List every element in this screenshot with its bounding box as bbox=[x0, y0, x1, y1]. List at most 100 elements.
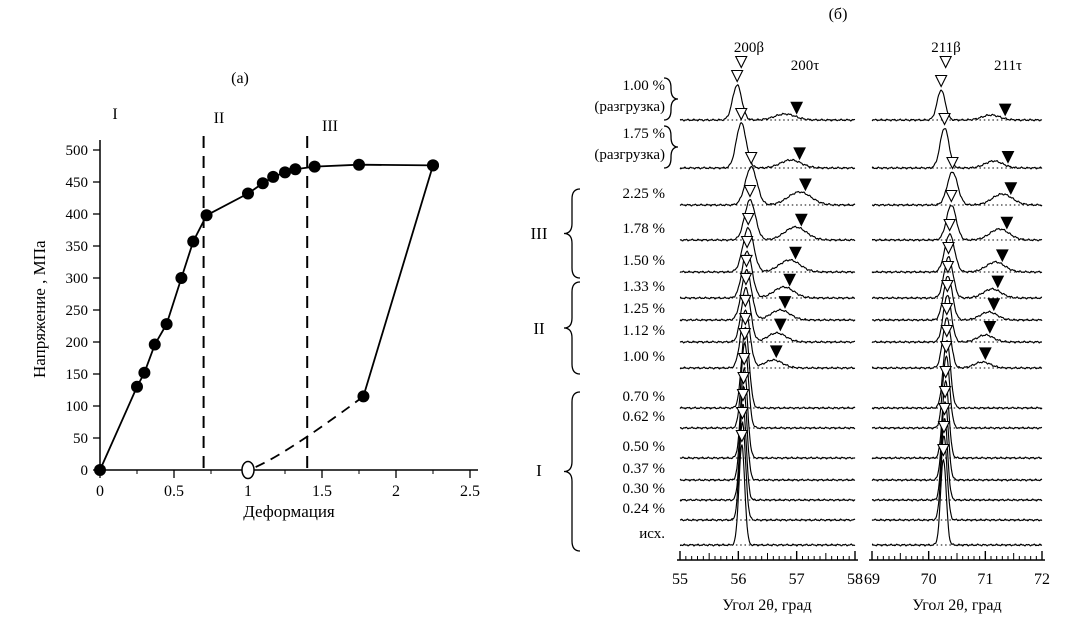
beta-peak-marker bbox=[939, 340, 953, 354]
beta-peak-marker bbox=[737, 352, 751, 366]
row-label: 2.25 % bbox=[622, 186, 666, 202]
beta-peak-marker bbox=[740, 235, 754, 249]
group-brace bbox=[563, 281, 581, 375]
beta-peak-marker bbox=[939, 55, 953, 69]
row-label: 0.37 % bbox=[622, 461, 666, 477]
row-label: 0.70 % bbox=[622, 389, 666, 405]
two-theta-tick-label: 56 bbox=[730, 571, 746, 588]
diffraction-profile bbox=[871, 339, 1043, 410]
beta-peak-marker bbox=[940, 279, 954, 293]
beta-peak-marker bbox=[738, 294, 752, 308]
diffraction-profile bbox=[679, 366, 856, 460]
diffraction-profile bbox=[871, 355, 1043, 430]
tau-peak-marker bbox=[790, 101, 804, 115]
tau-peak-marker bbox=[1004, 182, 1018, 196]
diffraction-profile bbox=[679, 121, 856, 170]
two-theta-tick-label: 70 bbox=[921, 571, 937, 588]
beta-peak-marker bbox=[738, 327, 752, 341]
tau-peak-marker bbox=[998, 103, 1012, 117]
diffraction-profile bbox=[679, 165, 856, 207]
beta-peak-marker bbox=[744, 151, 758, 165]
data-point bbox=[242, 187, 254, 200]
row-label: 1.33 % bbox=[622, 279, 666, 295]
beta-peak-marker bbox=[941, 260, 955, 274]
beta-peak-marker bbox=[736, 406, 749, 420]
data-point bbox=[256, 177, 269, 190]
data-point bbox=[94, 464, 106, 476]
diffraction-profile bbox=[871, 435, 1043, 522]
diffraction-profile bbox=[871, 127, 1043, 170]
x-tick-label: 1 bbox=[244, 483, 252, 500]
two-theta-tick-label: 71 bbox=[977, 571, 993, 588]
y-tick-label: 0 bbox=[81, 463, 89, 479]
row-label: 1.00 % bbox=[622, 349, 666, 365]
y-tick-label: 350 bbox=[66, 239, 89, 255]
x-tick-label: 0 bbox=[96, 483, 104, 500]
beta-peak-marker bbox=[740, 254, 753, 268]
tau-peak-marker bbox=[799, 178, 812, 192]
data-point bbox=[200, 209, 213, 222]
y-tick-label: 200 bbox=[66, 335, 89, 351]
beta-peak-marker bbox=[940, 324, 954, 338]
x-tick-label: 2 bbox=[392, 483, 400, 500]
diffraction-profile bbox=[679, 385, 856, 482]
row-label: 0.30 % bbox=[622, 481, 666, 497]
panel-b-x-axis-title-right: Угол 2θ, град bbox=[912, 597, 1002, 614]
row-label: 1.75 % (разгрузка) bbox=[594, 126, 665, 163]
x-tick-label: 1.5 bbox=[312, 483, 332, 500]
row-label: 0.50 % bbox=[622, 439, 666, 455]
data-point bbox=[427, 159, 439, 172]
beta-peak-marker bbox=[944, 189, 958, 203]
beta-peak-marker bbox=[734, 55, 748, 69]
tau-peak-marker bbox=[793, 147, 806, 161]
stage-label-3: III bbox=[322, 118, 338, 135]
stage-label-1: I bbox=[112, 106, 118, 123]
beta-peak-marker bbox=[730, 69, 744, 83]
diffraction-profile bbox=[679, 198, 856, 242]
data-point bbox=[138, 366, 151, 379]
tau-peak-marker bbox=[769, 345, 783, 359]
beta-peak-marker bbox=[938, 112, 951, 126]
curve-unloading-dashed bbox=[247, 395, 364, 471]
data-point bbox=[175, 272, 188, 284]
two-theta-tick-label: 72 bbox=[1034, 571, 1050, 588]
y-tick-label: 500 bbox=[66, 143, 89, 159]
diffraction-profile bbox=[679, 341, 856, 430]
x-tick-label: 2.5 bbox=[460, 483, 480, 500]
y-tick-label: 450 bbox=[66, 175, 89, 191]
two-theta-tick-label: 55 bbox=[672, 571, 688, 588]
diffraction-profile bbox=[871, 400, 1043, 482]
row-label: 1.12 % bbox=[622, 323, 666, 339]
beta-peak-marker bbox=[937, 420, 951, 434]
data-point bbox=[187, 235, 200, 248]
panel-b-label: (б) bbox=[828, 6, 848, 23]
diffraction-profile bbox=[871, 204, 1043, 242]
diffraction-profile bbox=[871, 458, 1043, 547]
diffraction-profile bbox=[679, 268, 856, 322]
group-brace bbox=[563, 188, 581, 279]
beta-peak-marker bbox=[938, 402, 951, 416]
two-theta-tick-label: 58 bbox=[847, 571, 863, 588]
diffraction-profile bbox=[871, 275, 1043, 322]
row-label: 0.62 % bbox=[622, 409, 666, 425]
peak-label-211-beta: 211β bbox=[931, 40, 961, 56]
data-point bbox=[353, 158, 365, 171]
tau-peak-marker bbox=[773, 318, 787, 332]
data-point bbox=[148, 338, 161, 351]
y-tick-label: 300 bbox=[66, 271, 89, 287]
beta-peak-marker bbox=[939, 365, 953, 379]
diffraction-profile bbox=[871, 171, 1043, 207]
diffraction-profile bbox=[679, 84, 856, 122]
diffraction-profile bbox=[679, 326, 856, 410]
diffraction-profile bbox=[871, 89, 1043, 122]
beta-peak-marker bbox=[738, 312, 752, 326]
tau-peak-marker bbox=[783, 273, 797, 287]
group-label-III: III bbox=[530, 224, 548, 243]
two-theta-tick-label: 57 bbox=[789, 571, 805, 588]
x-tick-label: 0.5 bbox=[164, 483, 184, 500]
tau-peak-marker bbox=[1000, 216, 1014, 230]
curve-loading bbox=[99, 163, 434, 471]
